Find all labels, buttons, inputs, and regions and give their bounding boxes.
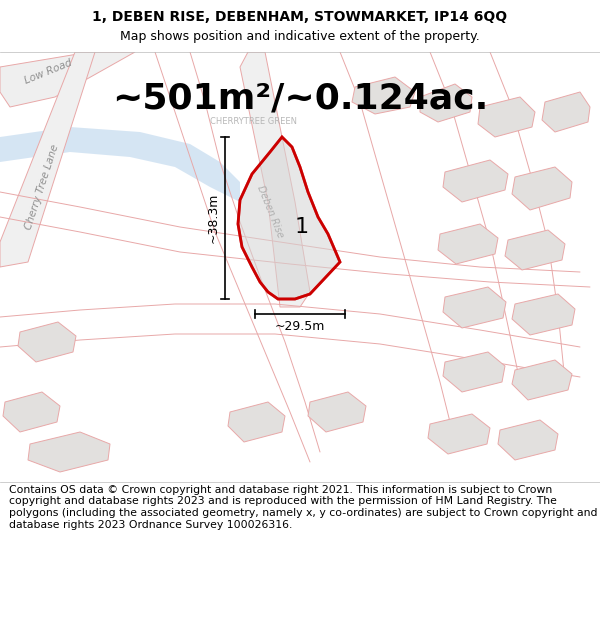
Polygon shape [0,52,135,107]
Polygon shape [505,230,565,270]
Polygon shape [238,137,340,299]
Polygon shape [428,414,490,454]
Polygon shape [443,352,505,392]
Polygon shape [512,360,572,400]
Polygon shape [438,224,498,264]
Polygon shape [498,420,558,460]
Polygon shape [352,77,415,114]
Polygon shape [542,92,590,132]
Text: Map shows position and indicative extent of the property.: Map shows position and indicative extent… [120,29,480,42]
Polygon shape [443,287,506,328]
Text: Contains OS data © Crown copyright and database right 2021. This information is : Contains OS data © Crown copyright and d… [9,485,598,529]
Text: ~29.5m: ~29.5m [275,319,325,332]
Text: 1: 1 [295,217,309,237]
Text: CHERRYTREE GREEN: CHERRYTREE GREEN [210,118,297,126]
Polygon shape [478,97,535,137]
Polygon shape [0,52,95,267]
Polygon shape [18,322,76,362]
Polygon shape [28,432,110,472]
Polygon shape [240,52,310,307]
Polygon shape [512,167,572,210]
Text: ~501m²/~0.124ac.: ~501m²/~0.124ac. [112,82,488,116]
Polygon shape [228,402,285,442]
Text: 1, DEBEN RISE, DEBENHAM, STOWMARKET, IP14 6QQ: 1, DEBEN RISE, DEBENHAM, STOWMARKET, IP1… [92,11,508,24]
Text: ~38.3m: ~38.3m [206,192,220,243]
Text: Low Road: Low Road [23,58,73,86]
Polygon shape [3,392,60,432]
Polygon shape [512,294,575,335]
Text: Cherry Tree Lane: Cherry Tree Lane [23,143,61,231]
Polygon shape [420,84,472,122]
Text: Deben Rise: Deben Rise [255,184,285,239]
Polygon shape [443,160,508,202]
Polygon shape [308,392,366,432]
Polygon shape [0,127,240,202]
